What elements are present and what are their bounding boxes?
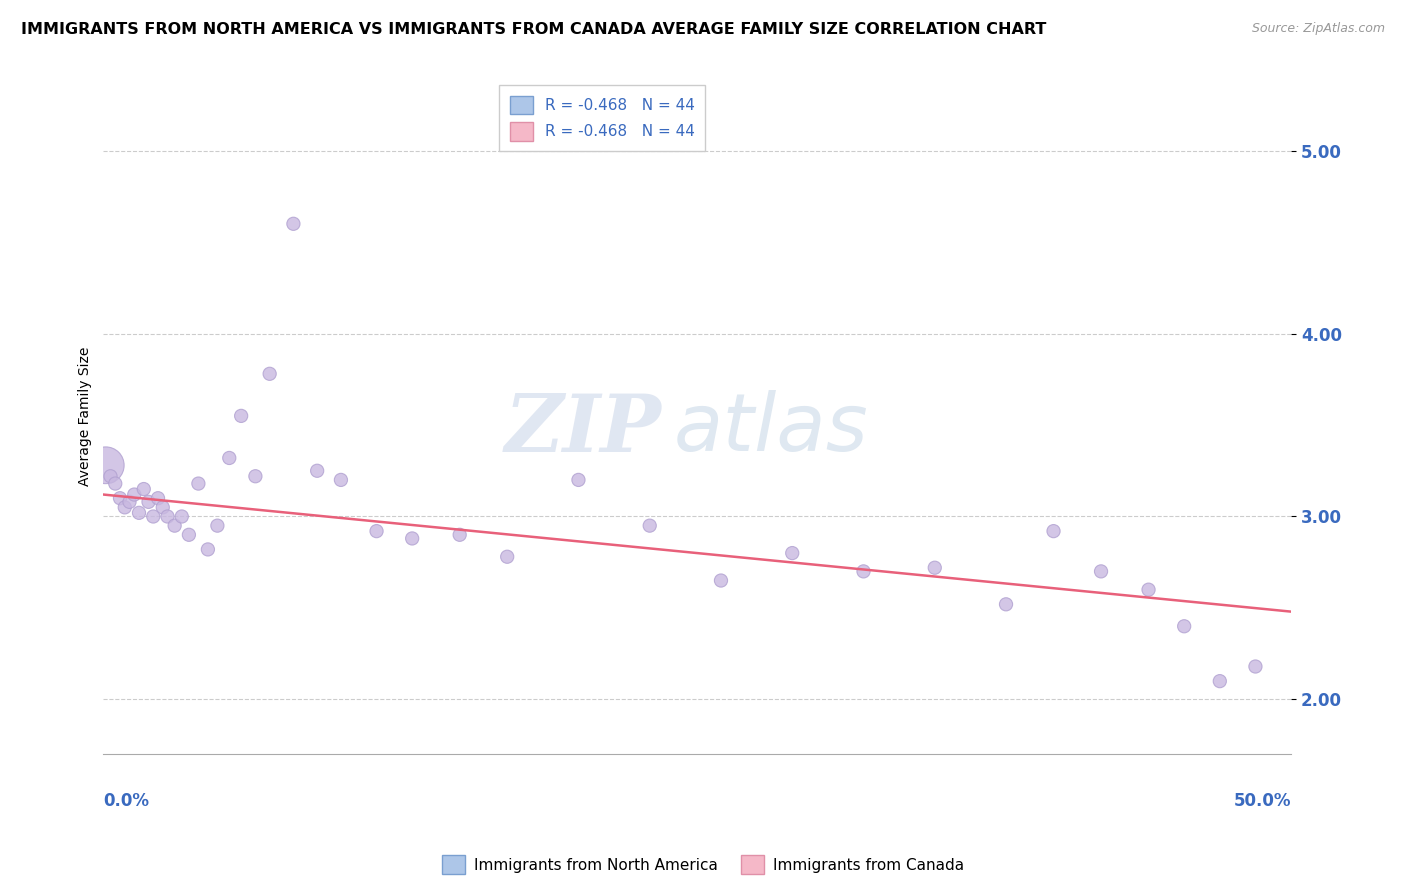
Point	[207, 518, 229, 533]
Point	[108, 491, 131, 506]
Legend: Immigrants from North America, Immigrants from Canada: Immigrants from North America, Immigrant…	[436, 849, 970, 880]
Point	[118, 495, 141, 509]
Legend: R = -0.468   N = 44, R = -0.468   N = 44: R = -0.468 N = 44, R = -0.468 N = 44	[499, 85, 706, 152]
Point	[187, 476, 209, 491]
Point	[496, 549, 519, 564]
Point	[329, 473, 352, 487]
Point	[104, 476, 127, 491]
Point	[114, 500, 136, 515]
Point	[152, 500, 174, 515]
Point	[259, 367, 281, 381]
Point	[218, 450, 240, 465]
Point	[177, 528, 200, 542]
Point	[1137, 582, 1160, 597]
Text: ZIP: ZIP	[505, 391, 662, 468]
Point	[307, 464, 329, 478]
Point	[1209, 674, 1232, 689]
Y-axis label: Average Family Size: Average Family Size	[79, 346, 93, 485]
Point	[852, 565, 875, 579]
Point	[132, 482, 155, 496]
Point	[1090, 565, 1112, 579]
Point	[924, 560, 946, 574]
Point	[231, 409, 253, 423]
Text: atlas: atlas	[673, 391, 869, 468]
Point	[638, 518, 661, 533]
Point	[780, 546, 803, 560]
Point	[100, 469, 122, 483]
Text: IMMIGRANTS FROM NORTH AMERICA VS IMMIGRANTS FROM CANADA AVERAGE FAMILY SIZE CORR: IMMIGRANTS FROM NORTH AMERICA VS IMMIGRA…	[21, 22, 1046, 37]
Point	[138, 495, 160, 509]
Point	[1244, 659, 1267, 673]
Point	[146, 491, 169, 506]
Point	[1173, 619, 1195, 633]
Point	[995, 597, 1018, 611]
Point	[128, 506, 150, 520]
Point	[245, 469, 267, 483]
Point	[156, 509, 179, 524]
Point	[1042, 524, 1064, 538]
Point	[283, 217, 305, 231]
Point	[710, 574, 733, 588]
Point	[122, 487, 145, 501]
Point	[163, 518, 186, 533]
Point	[567, 473, 589, 487]
Text: Source: ZipAtlas.com: Source: ZipAtlas.com	[1251, 22, 1385, 36]
Text: 0.0%: 0.0%	[104, 791, 149, 810]
Point	[449, 528, 471, 542]
Point	[170, 509, 193, 524]
Point	[197, 542, 219, 557]
Point	[366, 524, 388, 538]
Point	[142, 509, 165, 524]
Point	[401, 532, 423, 546]
Point	[94, 458, 117, 473]
Text: 50.0%: 50.0%	[1233, 791, 1291, 810]
